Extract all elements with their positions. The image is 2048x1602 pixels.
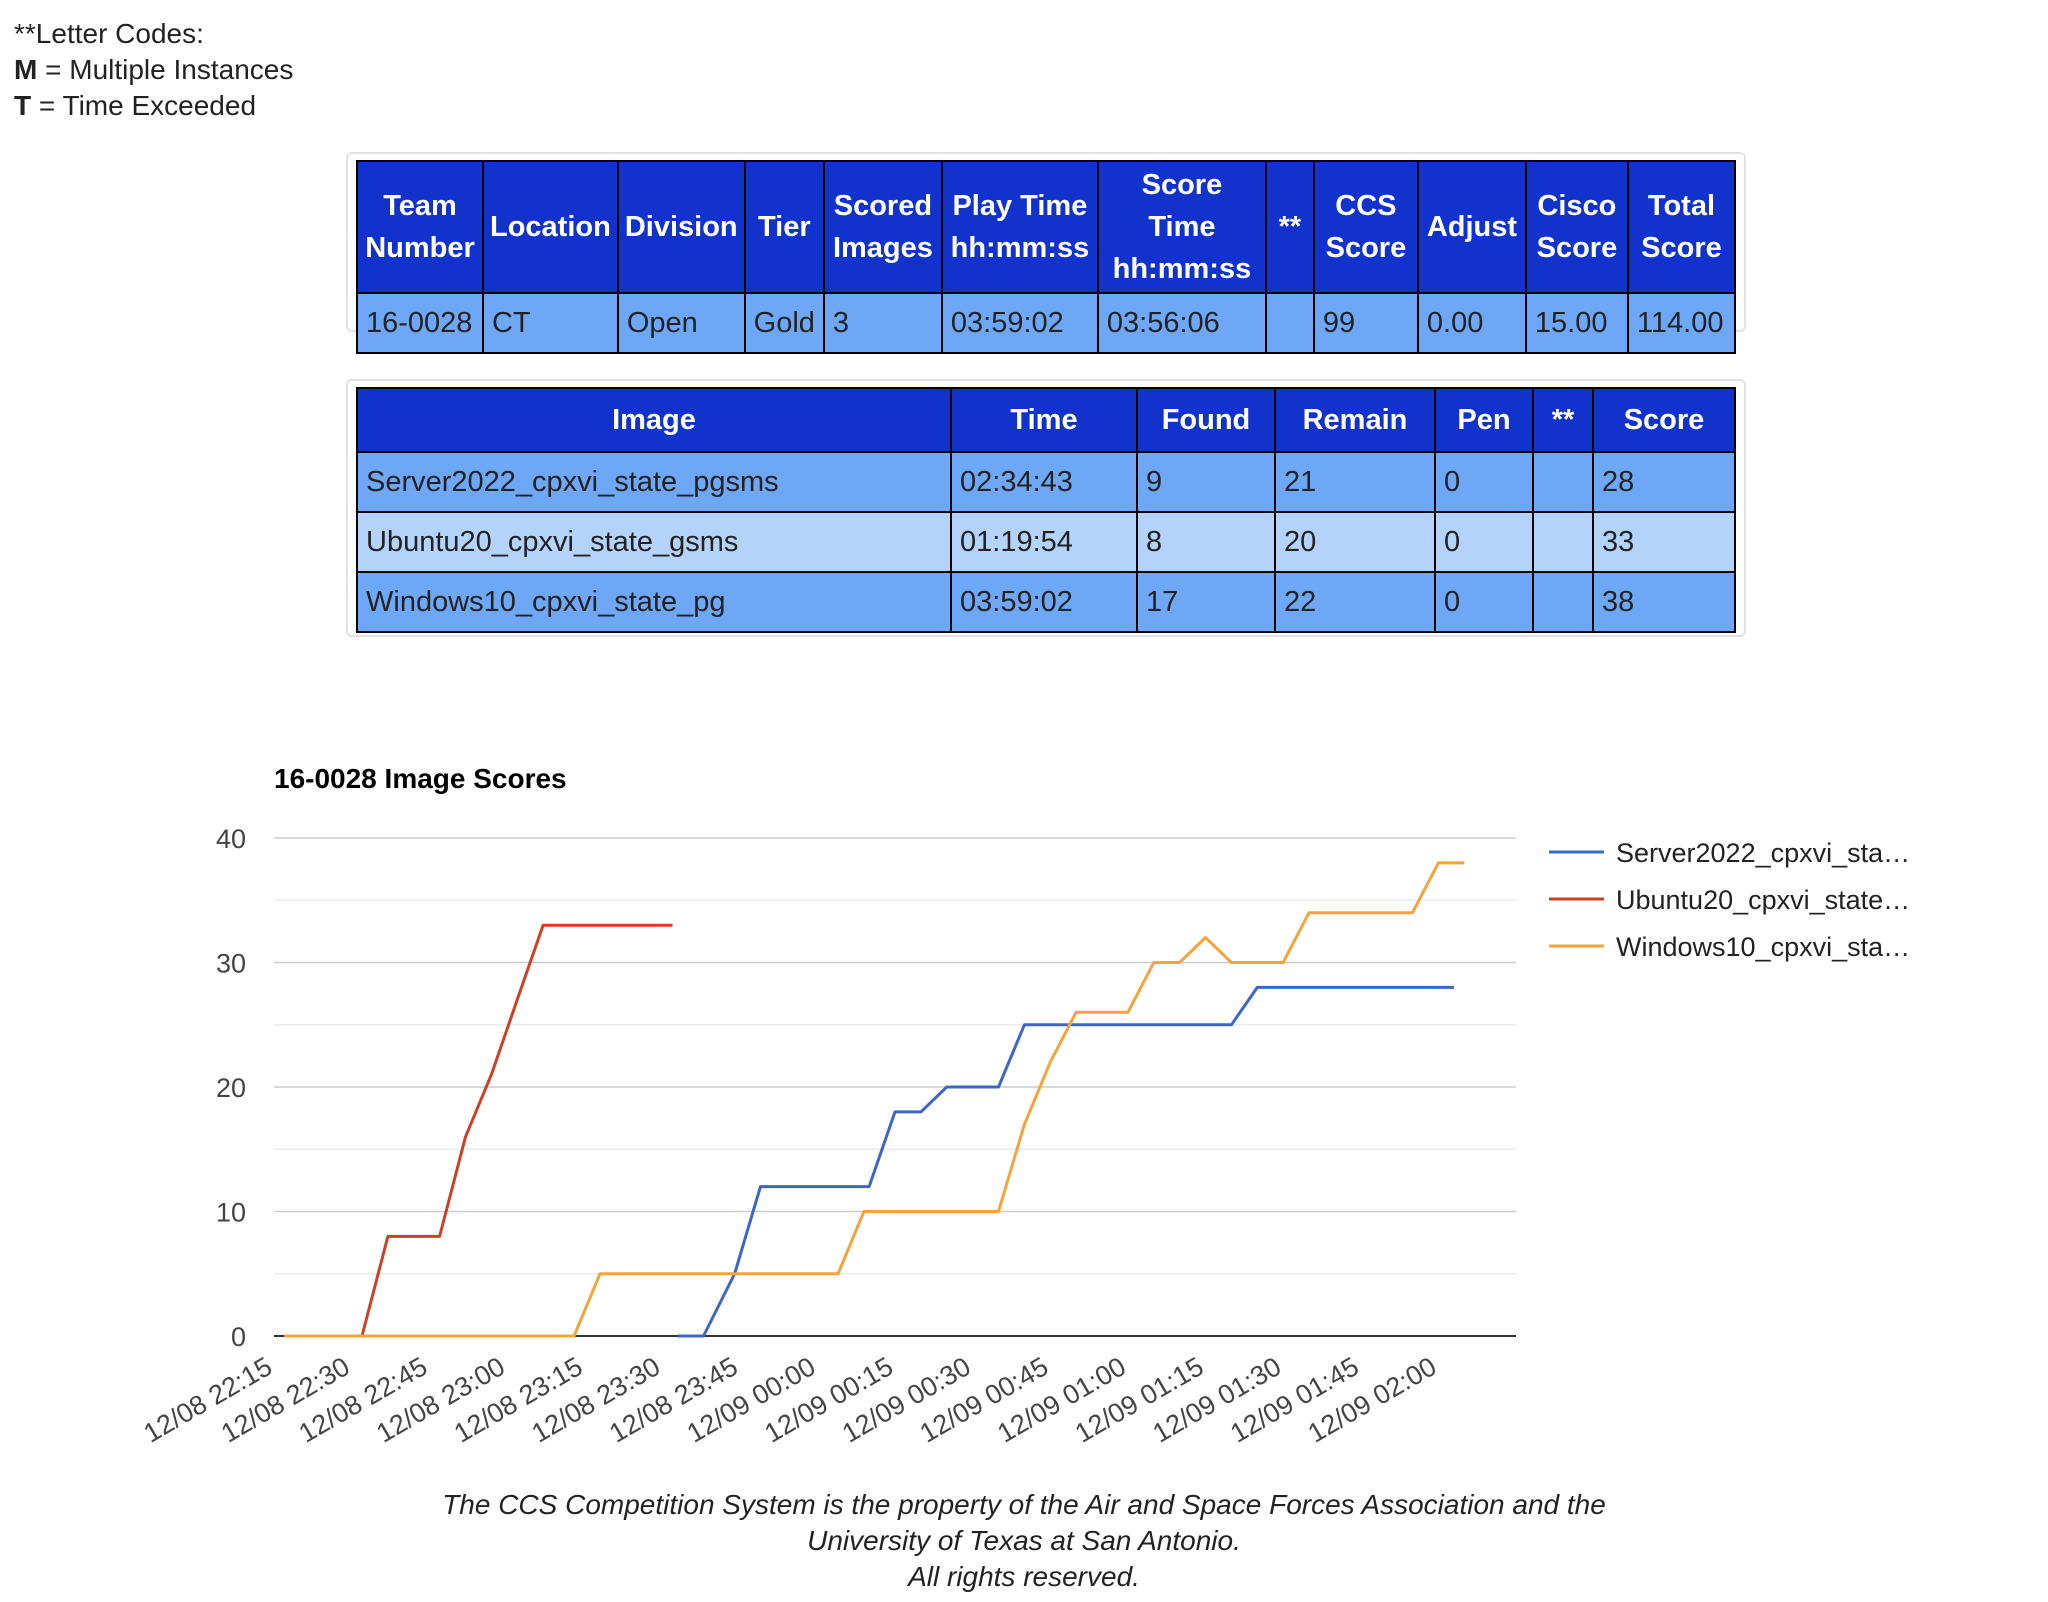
division-cell: Open [616, 292, 746, 354]
chart-series [284, 861, 1465, 1338]
col-time: Time [950, 387, 1138, 453]
letter-codes-cell [1532, 571, 1594, 633]
col-adjust: Adjust [1416, 160, 1527, 294]
col-image: Image [356, 387, 952, 453]
table-row: 16-0028 CT Open Gold 3 03:59:02 03:56:06… [356, 292, 1737, 354]
legend-label[interactable]: Server2022_cpxvi_sta… [1616, 838, 1910, 868]
pen-cell: 0 [1434, 511, 1534, 573]
scored-images-cell: 3 [822, 292, 943, 354]
letter-codes-cell [1264, 292, 1315, 354]
team-summary-panel: Team Number Location Division Tier Scored… [346, 152, 1746, 354]
footer: The CCS Competition System is the proper… [0, 1487, 2048, 1595]
col-location: Location [482, 160, 619, 294]
y-tick-label: 0 [231, 1322, 246, 1352]
score-cell: 38 [1592, 571, 1736, 633]
table-header-row: Image Time Found Remain Pen ** Score [356, 387, 1736, 453]
tier-cell: Gold [743, 292, 825, 354]
letter-code-letter: M [14, 54, 38, 85]
legend-label[interactable]: Windows10_cpxvi_sta… [1616, 932, 1910, 962]
col-play-time: Play Time hh:mm:ss [940, 160, 1099, 294]
letter-codes: **Letter Codes: M = Multiple Instances T… [14, 16, 293, 124]
remain-cell: 21 [1274, 451, 1436, 513]
series-line-1 [677, 985, 1454, 1338]
chart-gridlines [274, 837, 1516, 1337]
y-axis-ticks: 0 10 20 30 40 [216, 824, 246, 1352]
letter-codes-cell [1532, 451, 1594, 513]
letter-code-letter: T [14, 90, 32, 121]
col-remain: Remain [1274, 387, 1436, 453]
col-found: Found [1136, 387, 1276, 453]
letter-code-text: = Time Exceeded [31, 90, 257, 121]
image-scores-chart: 16-0028 Image Scores 0 10 20 30 40 12/08 22:… [138, 763, 1910, 1449]
play-time-cell: 03:59:02 [940, 292, 1099, 354]
footer-line: All rights reserved. [908, 1561, 1140, 1592]
remain-cell: 22 [1274, 571, 1436, 633]
table-row: Ubuntu20_cpxvi_state_gsms 01:19:54 8 20 … [356, 511, 1736, 573]
found-cell: 17 [1136, 571, 1276, 633]
letter-code-text: = Multiple Instances [37, 54, 294, 85]
chart-legend: Server2022_cpxvi_sta… Ubuntu20_cpxvi_stat… [1549, 838, 1910, 962]
location-cell: CT [482, 292, 619, 354]
y-tick-label: 40 [216, 824, 246, 854]
team-number-cell: 16-0028 [356, 292, 484, 354]
col-letter-codes: ** [1264, 160, 1315, 294]
found-cell: 8 [1136, 511, 1276, 573]
footer-line: The CCS Competition System is the proper… [442, 1489, 1606, 1520]
image-scores-table: Image Time Found Remain Pen ** Score Ser… [356, 387, 1736, 633]
ccs-score-cell: 99 [1312, 292, 1419, 354]
table-row: Windows10_cpxvi_state_pg 03:59:02 17 22 … [356, 571, 1736, 633]
y-tick-label: 30 [216, 949, 246, 979]
col-scored-images: Scored Images [822, 160, 943, 294]
series-line-3 [284, 861, 1465, 1338]
total-score-cell: 114.00 [1626, 292, 1737, 354]
col-cisco-score: Cisco Score [1524, 160, 1629, 294]
time-cell: 02:34:43 [950, 451, 1138, 513]
table-header-row: Team Number Location Division Tier Scored… [356, 160, 1737, 294]
cisco-score-cell: 15.00 [1524, 292, 1629, 354]
col-letter-codes: ** [1532, 387, 1594, 453]
col-tier: Tier [743, 160, 825, 294]
y-tick-label: 10 [216, 1198, 246, 1228]
found-cell: 9 [1136, 451, 1276, 513]
time-cell: 03:59:02 [950, 571, 1138, 633]
footer-line: University of Texas at San Antonio. [807, 1525, 1241, 1556]
col-total-score: Total Score [1626, 160, 1737, 294]
pen-cell: 0 [1434, 451, 1534, 513]
pen-cell: 0 [1434, 571, 1534, 633]
letter-codes-cell [1532, 511, 1594, 573]
letter-code-t: T = Time Exceeded [14, 88, 293, 124]
letter-code-m: M = Multiple Instances [14, 52, 293, 88]
score-cell: 33 [1592, 511, 1736, 573]
image-name-cell: Ubuntu20_cpxvi_state_gsms [356, 511, 952, 573]
chart-title: 16-0028 Image Scores [274, 763, 567, 794]
time-cell: 01:19:54 [950, 511, 1138, 573]
image-name-cell: Server2022_cpxvi_state_pgsms [356, 451, 952, 513]
col-score-time: Score Time hh:mm:ss [1096, 160, 1267, 294]
col-score: Score [1592, 387, 1736, 453]
remain-cell: 20 [1274, 511, 1436, 573]
score-cell: 28 [1592, 451, 1736, 513]
legend-label[interactable]: Ubuntu20_cpxvi_state… [1616, 885, 1910, 915]
letter-codes-title: **Letter Codes: [14, 18, 204, 49]
table-row: Server2022_cpxvi_state_pgsms 02:34:43 9 … [356, 451, 1736, 513]
series-line-2 [284, 923, 673, 1338]
adjust-cell: 0.00 [1416, 292, 1527, 354]
col-team-number: Team Number [356, 160, 484, 294]
y-tick-label: 20 [216, 1073, 246, 1103]
col-division: Division [616, 160, 746, 294]
team-summary-table: Team Number Location Division Tier Scored… [356, 160, 1737, 354]
col-pen: Pen [1434, 387, 1534, 453]
image-scores-panel: Image Time Found Remain Pen ** Score Ser… [346, 379, 1746, 637]
image-name-cell: Windows10_cpxvi_state_pg [356, 571, 952, 633]
col-ccs-score: CCS Score [1312, 160, 1419, 294]
score-time-cell: 03:56:06 [1096, 292, 1267, 354]
